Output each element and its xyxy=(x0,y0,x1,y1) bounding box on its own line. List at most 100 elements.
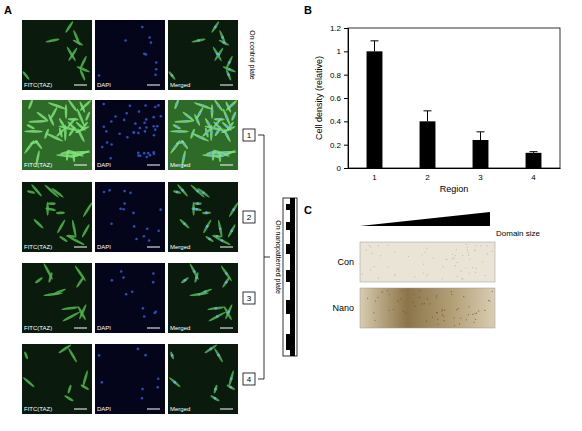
micrograph xyxy=(22,344,92,414)
cell-body xyxy=(66,46,77,62)
cell-body xyxy=(75,121,86,132)
control-label: On control plate xyxy=(248,30,256,80)
nucleus xyxy=(222,154,225,157)
cell-body xyxy=(56,219,66,234)
x-tick-label: 2 xyxy=(425,173,430,182)
scale-bar xyxy=(74,165,87,166)
cell-body xyxy=(28,100,34,110)
nucleus xyxy=(159,115,162,118)
stain-speck xyxy=(475,245,476,246)
cell-body xyxy=(79,100,92,112)
stain-speck xyxy=(395,275,396,276)
cell-body xyxy=(174,100,180,110)
nucleus xyxy=(101,381,104,384)
nucleus xyxy=(174,146,177,149)
stain-speck xyxy=(374,266,375,267)
region-label: 2 xyxy=(247,213,252,222)
micrograph-background xyxy=(95,182,165,252)
cell-body xyxy=(180,277,189,285)
y-tick: 0.4 xyxy=(330,117,348,126)
cell-body xyxy=(67,100,78,112)
nucleus xyxy=(133,131,136,134)
cell-body xyxy=(168,376,181,388)
stain-speck xyxy=(469,259,470,260)
micrograph-background xyxy=(22,182,92,252)
nucleus xyxy=(176,125,179,128)
region-box xyxy=(243,129,255,141)
micrograph xyxy=(168,20,238,90)
nucleus xyxy=(171,74,174,77)
nucleus xyxy=(118,132,121,135)
micrograph xyxy=(22,20,92,90)
cell-body xyxy=(213,347,224,363)
y-tick-label: 1 xyxy=(337,47,342,56)
x-axis: 1234 xyxy=(349,168,561,182)
nucleus xyxy=(123,119,126,122)
channel-label: Merged xyxy=(170,244,190,250)
micrograph xyxy=(95,263,165,333)
nucleus xyxy=(210,348,213,351)
bars xyxy=(367,41,542,168)
channel-label: Merged xyxy=(170,82,190,88)
x-axis-title: Region xyxy=(440,184,469,194)
nucleus xyxy=(198,112,201,115)
nucleus xyxy=(143,121,146,124)
cell-body xyxy=(224,304,233,320)
cell-body xyxy=(220,265,233,282)
y-tick-mark xyxy=(344,168,348,169)
nucleus xyxy=(137,154,140,157)
scale-bar xyxy=(147,328,160,329)
stain-speck xyxy=(387,290,388,291)
stain-speck xyxy=(408,256,409,257)
stain-speck xyxy=(488,300,489,301)
nucleus xyxy=(229,386,232,389)
cell-body xyxy=(195,106,204,120)
nucleus xyxy=(214,388,217,391)
stain-speck xyxy=(444,310,445,311)
cell-body xyxy=(206,150,217,155)
stain-speck xyxy=(388,266,389,267)
cell-body xyxy=(172,124,181,130)
y-tick-mark xyxy=(344,98,348,99)
cell-body xyxy=(28,120,48,124)
nucleus xyxy=(133,225,136,228)
stain-speck xyxy=(460,271,461,272)
nucleus xyxy=(105,130,108,133)
nucleus xyxy=(123,202,126,205)
micrograph xyxy=(168,182,238,252)
cell-body xyxy=(82,202,92,218)
stain-speck xyxy=(442,278,443,279)
nucleus xyxy=(137,348,140,351)
micrograph xyxy=(95,182,165,252)
cell-body xyxy=(173,190,182,195)
cell-body xyxy=(176,184,188,198)
y-tick: 0.8 xyxy=(330,71,348,80)
stain-speck xyxy=(454,317,455,318)
bar xyxy=(526,153,542,168)
stain-speck xyxy=(419,290,420,291)
cell-body xyxy=(194,202,202,205)
plot-frame xyxy=(348,28,560,168)
micrograph xyxy=(95,344,165,414)
nucleus xyxy=(102,103,105,106)
cell-body xyxy=(44,184,60,199)
scale-bar xyxy=(147,165,160,166)
y-tick-label: 0.6 xyxy=(330,94,342,103)
nucleus xyxy=(145,126,148,129)
stain-speck xyxy=(475,268,476,269)
micrograph-background xyxy=(22,263,92,333)
scale-bar xyxy=(74,409,87,410)
stain-speck xyxy=(492,251,493,252)
nucleus xyxy=(143,235,146,238)
nucleus xyxy=(120,270,123,273)
cell-body xyxy=(168,71,176,81)
nucleus xyxy=(211,110,214,113)
region-label: 1 xyxy=(247,131,252,140)
stain-speck xyxy=(426,321,427,322)
cell-body xyxy=(66,117,76,129)
stain-speck xyxy=(426,248,427,249)
stain-speck xyxy=(463,296,464,297)
nucleus xyxy=(217,130,220,133)
cell-body xyxy=(198,288,213,296)
nucleus xyxy=(126,136,129,139)
